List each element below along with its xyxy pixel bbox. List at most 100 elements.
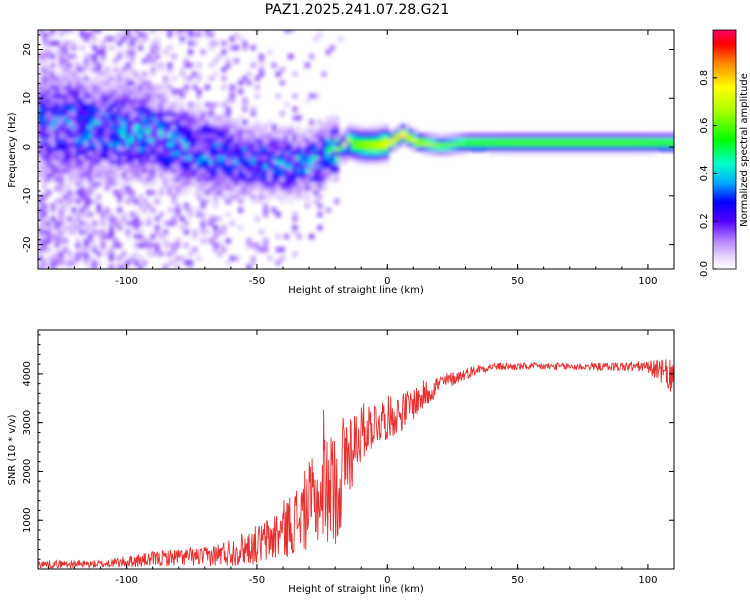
heatmap-cell bbox=[296, 150, 302, 156]
heatmap-cell bbox=[309, 132, 315, 139]
heatmap-cell bbox=[217, 185, 223, 191]
heatmap-cell bbox=[129, 119, 135, 125]
heatmap-cell bbox=[163, 97, 169, 103]
heatmap-cell bbox=[67, 132, 73, 139]
heatmap-cell bbox=[601, 141, 606, 147]
heatmap-cell bbox=[133, 198, 139, 204]
heatmap-cell bbox=[179, 255, 185, 261]
heatmap-cell bbox=[292, 176, 298, 182]
heatmap-cell bbox=[188, 132, 194, 139]
heatmap-cell bbox=[96, 176, 102, 182]
heatmap-cell bbox=[267, 168, 273, 174]
heatmap-cell bbox=[175, 163, 181, 169]
heatmap-cell bbox=[38, 67, 43, 73]
heatmap-cell bbox=[359, 132, 365, 139]
heatmap-cell bbox=[300, 150, 306, 156]
heatmap-cell bbox=[342, 132, 348, 139]
heatmap-cell bbox=[167, 146, 173, 152]
heatmap-cell bbox=[163, 159, 169, 165]
heatmap-cell bbox=[229, 168, 235, 174]
heatmap-cell bbox=[601, 137, 606, 143]
heatmap-cell bbox=[534, 146, 540, 152]
heatmap-cell bbox=[329, 159, 335, 165]
heatmap-cell bbox=[309, 128, 315, 134]
spectrogram-ytick-label: -20 bbox=[22, 236, 33, 252]
heatmap-cell bbox=[438, 137, 444, 143]
heatmap-cell bbox=[146, 150, 152, 156]
heatmap-cell bbox=[329, 45, 335, 51]
heatmap-cell bbox=[417, 132, 423, 139]
heatmap-cell bbox=[46, 128, 52, 134]
heatmap-cell bbox=[150, 45, 156, 51]
heatmap-cell bbox=[292, 159, 298, 165]
heatmap-cell bbox=[609, 137, 615, 143]
heatmap-cell bbox=[154, 89, 160, 95]
heatmap-cell bbox=[96, 124, 102, 130]
heatmap-cell bbox=[42, 181, 48, 187]
heatmap-cell bbox=[309, 141, 315, 147]
heatmap-cell bbox=[163, 229, 169, 235]
heatmap-cell bbox=[154, 251, 160, 257]
heatmap-cell bbox=[58, 132, 64, 139]
heatmap-cell bbox=[271, 207, 277, 213]
heatmap-cell bbox=[42, 185, 48, 191]
heatmap-cell bbox=[576, 132, 581, 139]
heatmap-cell bbox=[667, 137, 673, 143]
heatmap-cell bbox=[188, 106, 194, 112]
heatmap-cell bbox=[321, 146, 327, 152]
heatmap-cell bbox=[225, 146, 231, 152]
heatmap-cell bbox=[96, 150, 102, 156]
heatmap-cell bbox=[146, 154, 152, 161]
heatmap-cell bbox=[313, 181, 319, 187]
heatmap-cell bbox=[409, 128, 415, 134]
heatmap-cell bbox=[588, 132, 594, 139]
heatmap-cell bbox=[125, 141, 131, 147]
heatmap-cell bbox=[196, 111, 202, 117]
heatmap-cell bbox=[142, 115, 148, 121]
heatmap-cell bbox=[46, 93, 52, 99]
colorbar: 0.00.20.40.60.8 Normalized spectral ampl… bbox=[699, 29, 750, 277]
heatmap-cell bbox=[42, 128, 48, 134]
heatmap-cell bbox=[263, 238, 269, 244]
heatmap-cell bbox=[171, 102, 177, 108]
heatmap-cell bbox=[129, 84, 135, 90]
heatmap-cell bbox=[71, 119, 77, 125]
heatmap-cell bbox=[551, 146, 556, 152]
heatmap-cell bbox=[108, 233, 114, 240]
heatmap-cell bbox=[313, 185, 319, 191]
heatmap-cell bbox=[108, 176, 114, 182]
heatmap-cell bbox=[63, 62, 68, 68]
heatmap-cell bbox=[75, 190, 81, 196]
heatmap-cell bbox=[225, 190, 231, 196]
heatmap-cell bbox=[296, 137, 302, 143]
heatmap-cell bbox=[146, 242, 152, 248]
heatmap-cell bbox=[63, 194, 68, 200]
heatmap-cell bbox=[238, 190, 244, 196]
heatmap-cell bbox=[92, 181, 98, 187]
heatmap-cell bbox=[158, 67, 164, 73]
heatmap-cell bbox=[588, 150, 594, 156]
heatmap-cell bbox=[138, 84, 144, 90]
heatmap-cell bbox=[117, 106, 123, 112]
heatmap-cell bbox=[88, 238, 93, 244]
heatmap-cell bbox=[58, 190, 64, 196]
heatmap-cell bbox=[275, 172, 281, 178]
heatmap-cell bbox=[234, 194, 239, 200]
heatmap-cell bbox=[83, 58, 89, 64]
heatmap-cell bbox=[117, 159, 123, 165]
heatmap-cell bbox=[71, 229, 77, 235]
heatmap-cell bbox=[75, 154, 81, 161]
heatmap-cell bbox=[104, 146, 110, 152]
heatmap-cell bbox=[179, 172, 185, 178]
heatmap-cell bbox=[225, 260, 231, 266]
heatmap-cell bbox=[242, 97, 248, 103]
heatmap-cell bbox=[42, 49, 48, 55]
heatmap-cell bbox=[88, 80, 93, 86]
heatmap-cell bbox=[42, 119, 48, 125]
heatmap-cell bbox=[175, 168, 181, 174]
heatmap-cell bbox=[88, 146, 93, 152]
colorbar-ticks: 0.00.20.40.60.8 bbox=[699, 70, 717, 277]
heatmap-cell bbox=[417, 137, 423, 143]
heatmap-cell bbox=[83, 229, 89, 235]
heatmap-cell bbox=[163, 115, 169, 121]
